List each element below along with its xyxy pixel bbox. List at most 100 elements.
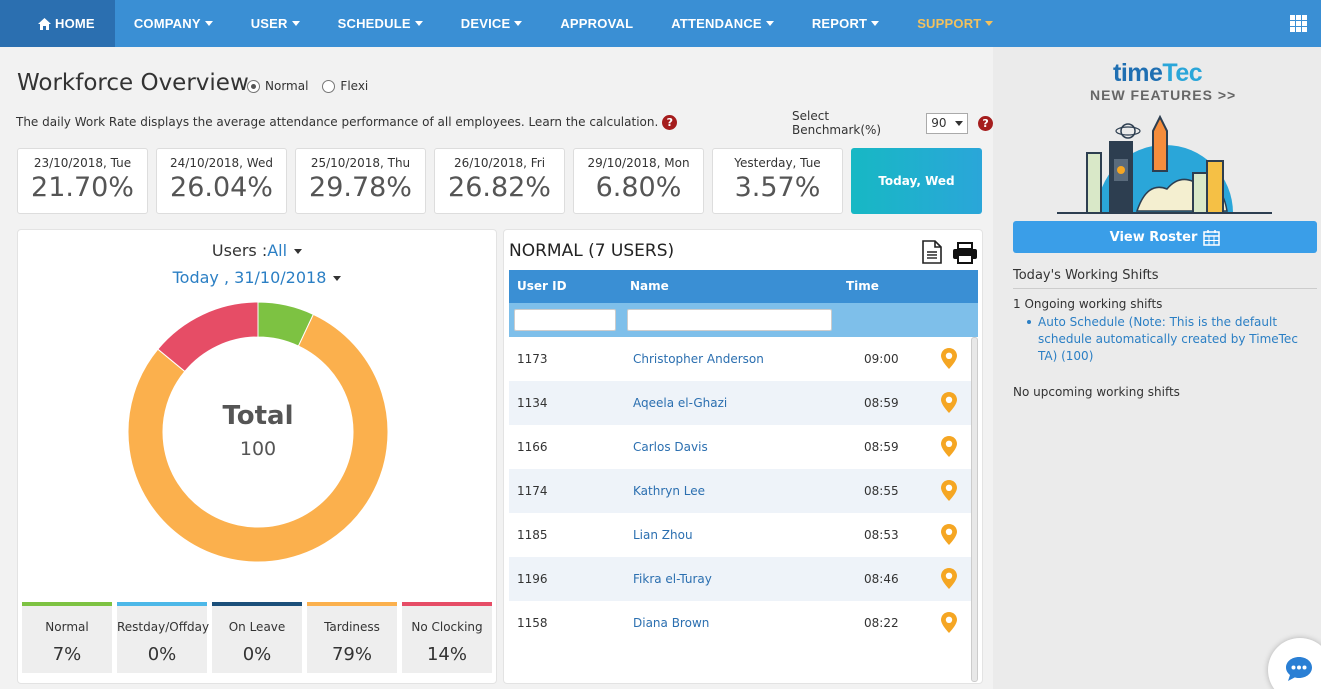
legend-label: Normal [45,620,89,634]
cell-user-id: 1173 [517,352,548,366]
user-table-panel: NORMAL (7 USERS) User ID Name Time 1173 C… [503,229,983,684]
cell-time: 08:53 [864,528,899,542]
nav-device-label: DEVICE [460,16,511,31]
table-row[interactable]: 1158 Diana Brown 08:22 [509,601,971,645]
nav-company[interactable]: COMPANY [115,0,232,47]
cell-time: 08:59 [864,440,899,454]
day-card[interactable]: 24/10/2018, Wed 26.04% [156,148,287,214]
users-filter-value[interactable]: All [267,241,288,260]
location-pin-icon[interactable] [941,392,957,413]
col-time[interactable]: Time [846,279,879,293]
nav-support-label: SUPPORT [917,16,982,31]
mode-radio-group: Normal Flexi [247,79,382,93]
day-card-date: 25/10/2018, Thu [310,156,411,170]
cell-time: 08:59 [864,396,899,410]
legend-value: 0% [147,644,177,665]
day-card[interactable]: 23/10/2018, Tue 21.70% [17,148,148,214]
location-pin-icon[interactable] [941,612,957,633]
legend-restday[interactable]: Restday/Offday 0% [117,602,209,673]
legend-value: 7% [52,644,82,665]
legend-no-clocking[interactable]: No Clocking 14% [402,602,492,673]
today-card[interactable]: Today, Wed [851,148,982,214]
legend-on-leave[interactable]: On Leave 0% [212,602,302,673]
page-title: Workforce Overview [17,70,249,96]
name-filter-input[interactable] [627,309,832,331]
cell-time: 09:00 [864,352,899,366]
legend-value: 79% [331,644,372,665]
calendar-icon [1203,229,1221,246]
new-features-illustration [1057,114,1272,214]
timetec-logo: timeTec [1113,59,1203,88]
help-icon[interactable]: ? [662,115,678,130]
donut-slice-no-clocking[interactable] [157,301,259,373]
right-sidebar: timeTec NEW FEATURES >> View Roster Toda… [993,47,1321,689]
legend-tardiness[interactable]: Tardiness 79% [307,602,397,673]
nav-report[interactable]: REPORT [793,0,898,47]
summary-panel: Users :All Today , 31/10/2018 Total 100 … [17,229,497,684]
cell-user-name[interactable]: Carlos Davis [633,440,708,454]
print-icon[interactable] [952,242,978,264]
table-row[interactable]: 1174 Kathryn Lee 08:55 [509,469,971,513]
ongoing-shift-item[interactable]: Auto Schedule (Note: This is the default… [1027,314,1311,365]
main-content: Workforce Overview Normal Flexi The dail… [0,47,993,689]
legend-label: On Leave [228,620,286,634]
benchmark-help-icon[interactable]: ? [978,115,993,131]
legend-normal[interactable]: Normal 7% [22,602,112,673]
nav-approval[interactable]: APPROVAL [541,0,652,47]
apps-grid-icon[interactable] [1290,15,1307,32]
location-pin-icon[interactable] [941,348,957,369]
nav-home[interactable]: HOME [0,0,115,47]
date-filter-value: Today , 31/10/2018 [172,268,327,287]
radio-normal[interactable] [247,79,260,93]
table-row[interactable]: 1166 Carlos Davis 08:59 [509,425,971,469]
day-card[interactable]: Yesterday, Tue 3.57% [712,148,843,214]
user-id-filter-input[interactable] [514,309,616,331]
day-card[interactable]: 25/10/2018, Thu 29.78% [295,148,426,214]
cell-user-name[interactable]: Kathryn Lee [633,484,706,498]
table-row[interactable]: 1134 Aqeela el-Ghazi 08:59 [509,381,971,425]
location-pin-icon[interactable] [941,480,957,501]
day-card-date: Yesterday, Tue [734,156,821,170]
nav-device[interactable]: DEVICE [442,0,542,47]
day-card[interactable]: 26/10/2018, Fri 26.82% [434,148,565,214]
chat-button[interactable] [1268,638,1321,689]
nav-report-label: REPORT [811,16,868,31]
table-scrollbar[interactable] [971,337,978,682]
cell-user-name[interactable]: Christopher Anderson [633,352,764,366]
location-pin-icon[interactable] [941,436,957,457]
cell-user-name[interactable]: Diana Brown [633,616,710,630]
table-row[interactable]: 1196 Fikra el-Turay 08:46 [509,557,971,601]
legend-value: 14% [426,644,467,665]
cell-user-name[interactable]: Lian Zhou [633,528,693,542]
benchmark-select[interactable]: 90 [926,112,969,134]
description-text: The daily Work Rate displays the average… [16,115,659,129]
legend-label: No Clocking [411,620,483,634]
col-name[interactable]: Name [630,279,669,293]
date-filter[interactable]: Today , 31/10/2018 [18,268,496,287]
radio-flexi[interactable] [322,79,336,93]
day-card[interactable]: 29/10/2018, Mon 6.80% [573,148,704,214]
cell-user-name[interactable]: Fikra el-Turay [633,572,712,586]
nav-user[interactable]: USER [232,0,319,47]
nav-schedule[interactable]: SCHEDULE [319,0,442,47]
nav-support[interactable]: SUPPORT [898,0,1012,47]
view-roster-button[interactable]: View Roster [1013,221,1317,253]
day-card-rate: 26.04% [170,172,273,203]
legend-label: Tardiness [324,620,380,634]
chevron-down-icon[interactable] [294,249,303,254]
chevron-down-icon [291,21,300,26]
chevron-down-icon [985,21,994,26]
col-user-id[interactable]: User ID [517,279,567,293]
cell-user-name[interactable]: Aqeela el-Ghazi [633,396,728,410]
donut-slice-tardiness[interactable] [127,313,389,563]
donut-total-label: Total [222,401,293,431]
table-row[interactable]: 1173 Christopher Anderson 09:00 [509,337,971,381]
new-features-link[interactable]: NEW FEATURES >> [1090,87,1237,103]
location-pin-icon[interactable] [941,568,957,589]
table-row[interactable]: 1185 Lian Zhou 08:53 [509,513,971,557]
nav-attendance[interactable]: ATTENDANCE [652,0,793,47]
location-pin-icon[interactable] [941,524,957,545]
donut-total-value: 100 [240,438,276,460]
day-card-date: 26/10/2018, Fri [453,156,546,170]
export-document-icon[interactable] [922,240,942,264]
